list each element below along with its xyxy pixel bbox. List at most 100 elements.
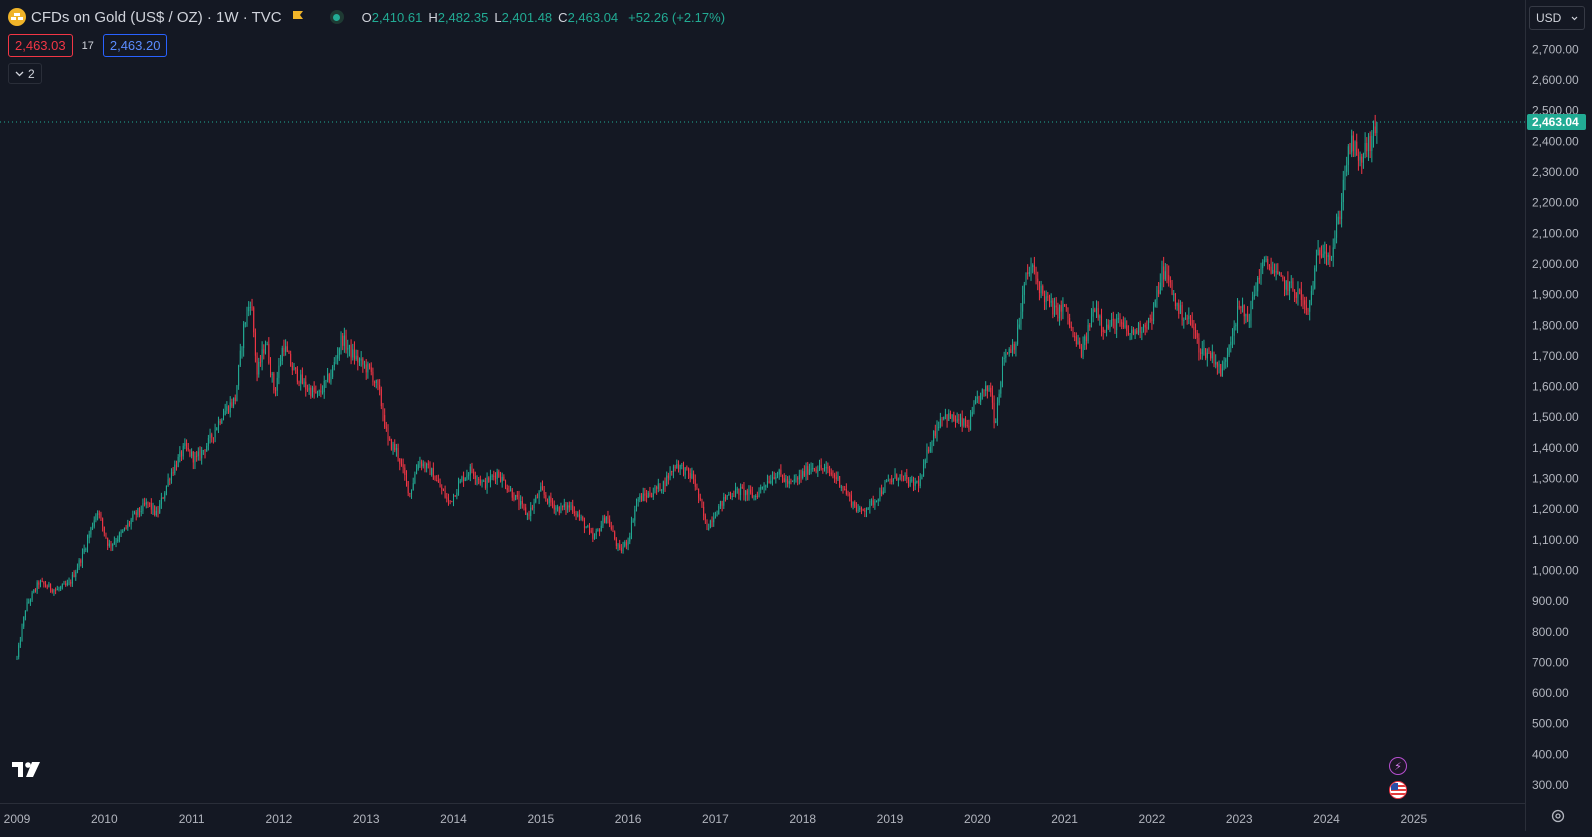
candle-body bbox=[233, 397, 235, 407]
candle-body bbox=[1284, 279, 1286, 290]
chart-pane[interactable] bbox=[0, 0, 1525, 803]
price-axis-label: 1,400.00 bbox=[1532, 441, 1579, 455]
candle-body bbox=[830, 472, 832, 475]
candle-body bbox=[1226, 354, 1228, 360]
candle-body bbox=[881, 490, 883, 494]
candle-body bbox=[394, 443, 396, 451]
lightning-event-icon[interactable]: ⚡ bbox=[1389, 757, 1407, 775]
candle-body bbox=[689, 472, 691, 479]
candle-body bbox=[1102, 327, 1104, 333]
candle-body bbox=[1109, 325, 1111, 329]
candle-body bbox=[1280, 272, 1282, 277]
us-flag-event-icon[interactable] bbox=[1389, 781, 1407, 799]
candle-body bbox=[1027, 272, 1029, 274]
candle-body bbox=[311, 387, 313, 397]
candle-body bbox=[1012, 344, 1014, 353]
candle-body bbox=[909, 479, 911, 487]
candle-body bbox=[1346, 164, 1348, 172]
candle-body bbox=[397, 448, 399, 459]
candle-body bbox=[716, 514, 718, 517]
candle-body bbox=[306, 389, 308, 391]
chevron-down-icon bbox=[1571, 16, 1578, 20]
tradingview-logo-icon[interactable] bbox=[12, 762, 42, 783]
candle-body bbox=[787, 479, 789, 484]
candle-body bbox=[135, 512, 137, 515]
candle-body bbox=[723, 496, 725, 506]
candle-body bbox=[671, 471, 673, 473]
chevron-down-icon bbox=[15, 71, 24, 76]
candle-body bbox=[1124, 325, 1126, 328]
candle-body bbox=[713, 517, 715, 523]
candle-body bbox=[897, 479, 899, 481]
candle-body bbox=[258, 361, 260, 375]
candle-body bbox=[87, 538, 89, 549]
candle-body bbox=[782, 474, 784, 479]
flag-icon[interactable] bbox=[292, 9, 304, 25]
time-axis-label: 2023 bbox=[1226, 812, 1253, 826]
candle-body bbox=[513, 497, 515, 501]
candle-body bbox=[273, 373, 275, 391]
candlestick-chart[interactable] bbox=[0, 0, 1525, 803]
candle-body bbox=[377, 379, 379, 386]
time-axis-label: 2018 bbox=[789, 812, 816, 826]
candle-body bbox=[261, 349, 263, 363]
candle-body bbox=[1255, 291, 1257, 295]
candle-body bbox=[852, 501, 854, 506]
candle-body bbox=[523, 503, 525, 508]
gear-icon[interactable] bbox=[1550, 808, 1566, 829]
time-axis-label: 2012 bbox=[266, 812, 293, 826]
candle-body bbox=[538, 491, 540, 499]
candle-body bbox=[718, 506, 720, 515]
candle-body bbox=[88, 534, 90, 539]
symbol-title[interactable]: CFDs on Gold (US$ / OZ) · 1W · TVC bbox=[31, 8, 282, 26]
currency-select[interactable]: USD bbox=[1529, 6, 1585, 30]
candle-body bbox=[580, 517, 582, 519]
candle-body bbox=[139, 508, 141, 513]
candle-body bbox=[145, 501, 147, 505]
candle-body bbox=[864, 510, 866, 512]
candle-body bbox=[568, 505, 570, 508]
indicators-toggle-button[interactable]: 2 bbox=[8, 63, 42, 84]
candle-body bbox=[547, 498, 549, 504]
candle-body bbox=[876, 500, 878, 502]
candle-body bbox=[929, 447, 931, 452]
candle-body bbox=[775, 476, 777, 480]
candle-body bbox=[241, 348, 243, 351]
candle-body bbox=[212, 437, 214, 439]
candle-body bbox=[1206, 352, 1208, 359]
candle-body bbox=[1168, 274, 1170, 281]
candle-body bbox=[632, 520, 634, 522]
market-status-icon[interactable] bbox=[329, 10, 344, 24]
candle-body bbox=[1017, 327, 1019, 345]
candle-body bbox=[385, 427, 387, 429]
candle-body bbox=[724, 496, 726, 499]
candle-body bbox=[468, 474, 470, 476]
candle-body bbox=[1094, 309, 1096, 312]
candle-body bbox=[29, 599, 31, 602]
candle-body bbox=[498, 471, 500, 477]
symbol-legend[interactable]: CFDs on Gold (US$ / OZ) · 1W · TVC O2,41… bbox=[8, 8, 725, 26]
price-axis[interactable]: 2,700.00 2,600.00 2,500.00 2,400.00 2,300.00… bbox=[1525, 0, 1592, 831]
candle-body bbox=[995, 421, 997, 423]
candle-body bbox=[1290, 281, 1292, 283]
candle-body bbox=[181, 451, 183, 457]
candle-body bbox=[1025, 272, 1027, 285]
candle-body bbox=[656, 487, 658, 489]
candle-body bbox=[1015, 344, 1017, 350]
candle-body bbox=[1344, 171, 1346, 180]
candle-body bbox=[835, 477, 837, 479]
ohlc-values: O2,410.61 H2,482.35 L2,401.48 C2,463.04 … bbox=[362, 10, 725, 25]
candle-body bbox=[300, 374, 302, 384]
candle-body bbox=[797, 478, 799, 480]
candle-body bbox=[332, 366, 334, 377]
sell-price-button[interactable]: 2,463.03 bbox=[8, 34, 73, 57]
time-axis[interactable]: 2009 2010 2011 2012 2013 2014 2015 2016 2017 2018… bbox=[0, 803, 1525, 832]
candle-body bbox=[416, 468, 418, 475]
buy-price-button[interactable]: 2,463.20 bbox=[102, 34, 168, 57]
candle-body bbox=[599, 529, 601, 532]
candle-body bbox=[751, 492, 753, 498]
candle-body bbox=[661, 489, 663, 491]
candle-body bbox=[827, 467, 829, 469]
price-axis-label: 2,400.00 bbox=[1532, 134, 1579, 148]
candle-body bbox=[118, 533, 120, 540]
